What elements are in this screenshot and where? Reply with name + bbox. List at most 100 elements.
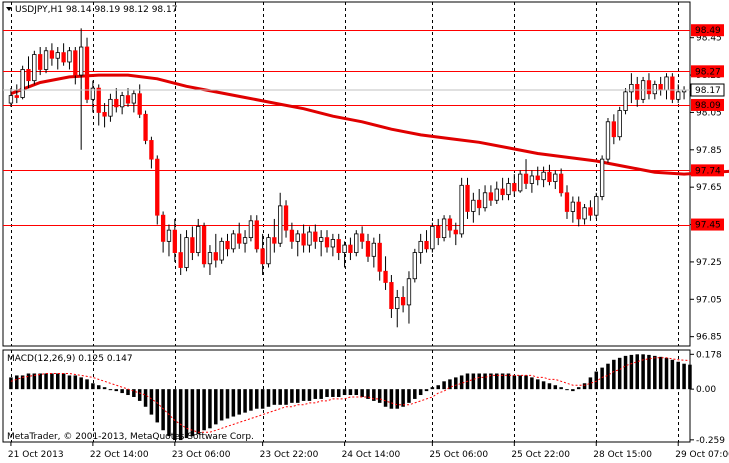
level-label-box xyxy=(691,218,724,231)
candle xyxy=(635,76,640,107)
macd-bar xyxy=(26,373,31,390)
time-tick-label: 23 Oct 06:00 xyxy=(172,450,231,460)
time-tick-label: 25 Oct 06:00 xyxy=(429,450,488,460)
price-tick-label: 97.85 xyxy=(696,146,722,156)
level-label-text: 97.45 xyxy=(695,221,721,231)
macd-bar xyxy=(454,377,458,390)
macd-bar xyxy=(167,389,171,437)
level-label-text: 98.09 xyxy=(695,101,721,111)
candle xyxy=(564,185,570,219)
macd-bar xyxy=(524,375,528,390)
macd-signal-line xyxy=(10,357,690,433)
candle xyxy=(365,233,371,262)
candle-body xyxy=(14,95,19,98)
candle xyxy=(599,155,605,201)
macd-bar xyxy=(658,356,663,390)
candle-body xyxy=(599,158,605,197)
candle xyxy=(465,177,470,219)
candle xyxy=(266,233,271,268)
macd-bar xyxy=(535,379,540,390)
candle xyxy=(512,174,517,197)
candle-body xyxy=(447,218,453,231)
macd-bar xyxy=(219,389,224,421)
candle xyxy=(207,245,213,275)
candle xyxy=(412,248,417,283)
candle-body xyxy=(90,87,96,100)
level-label-text: 98.27 xyxy=(695,67,721,77)
candle-body xyxy=(623,91,628,111)
macd-bar xyxy=(255,389,259,409)
candle-body xyxy=(670,76,675,100)
candle xyxy=(32,50,37,85)
candle-body xyxy=(102,112,107,117)
macd-bar xyxy=(284,389,288,405)
candle-body xyxy=(383,270,388,283)
macd-bar xyxy=(342,389,347,396)
candle xyxy=(248,215,254,242)
candle-body xyxy=(359,233,365,242)
candle-body xyxy=(149,140,154,160)
macd-bar xyxy=(688,364,692,390)
macd-bar xyxy=(670,359,675,390)
candle xyxy=(278,192,283,247)
candle-body xyxy=(541,171,546,181)
macd-bar xyxy=(424,389,429,392)
macd-bar xyxy=(506,373,511,390)
level-label-box xyxy=(691,164,724,177)
macd-bar xyxy=(38,373,42,390)
macd-bar xyxy=(442,381,446,390)
macd-bar xyxy=(108,389,113,391)
macd-bar xyxy=(190,389,195,437)
macd-bar xyxy=(395,389,400,409)
candle xyxy=(342,241,347,268)
candle xyxy=(242,230,248,253)
candle xyxy=(178,233,183,275)
chart-header-label: USDJPY,H1 98.14 98.19 98.12 98.17 xyxy=(15,5,177,15)
candle xyxy=(494,181,499,204)
time-tick-label: 22 Oct 14:00 xyxy=(90,450,149,460)
macd-bar xyxy=(360,389,364,397)
candle-body xyxy=(79,46,84,76)
candle-body xyxy=(49,50,55,59)
macd-bar xyxy=(413,389,417,399)
candle xyxy=(389,274,394,318)
candle xyxy=(160,211,166,253)
candle xyxy=(26,56,31,89)
macd-bar xyxy=(383,389,388,407)
price-tick-label: 96.85 xyxy=(696,333,722,343)
candle-body xyxy=(406,278,412,306)
price-tick-label: 98.45 xyxy=(696,34,722,44)
candle-body xyxy=(436,226,441,239)
candle xyxy=(354,230,359,257)
candle-body xyxy=(283,205,289,231)
candle-body xyxy=(330,239,336,248)
candle-body xyxy=(617,110,622,138)
macd-bar xyxy=(653,355,657,390)
macd-bar xyxy=(67,375,72,390)
candle xyxy=(377,233,382,281)
candle xyxy=(670,73,675,104)
moving-average-line xyxy=(10,73,729,176)
candle-body xyxy=(324,237,330,248)
current-price-label: 98.17 xyxy=(695,86,721,96)
candle-body xyxy=(8,95,14,104)
macd-bar xyxy=(582,383,587,390)
candle-body xyxy=(61,52,66,63)
candle xyxy=(143,110,148,145)
candle xyxy=(254,215,259,253)
candle-body xyxy=(231,233,236,250)
macd-bar xyxy=(243,389,247,413)
candle-body xyxy=(558,173,564,194)
macd-bar xyxy=(565,389,569,391)
candle-body xyxy=(67,50,72,63)
candle xyxy=(436,218,441,246)
macd-bar xyxy=(231,389,236,417)
candle-body xyxy=(242,237,248,244)
macd-bar xyxy=(348,389,353,396)
candle-body xyxy=(342,244,347,253)
macd-bar xyxy=(137,389,142,401)
current-price-box xyxy=(690,83,725,97)
macd-bar xyxy=(79,377,83,390)
candle xyxy=(518,170,523,193)
macd-bar xyxy=(272,389,277,405)
